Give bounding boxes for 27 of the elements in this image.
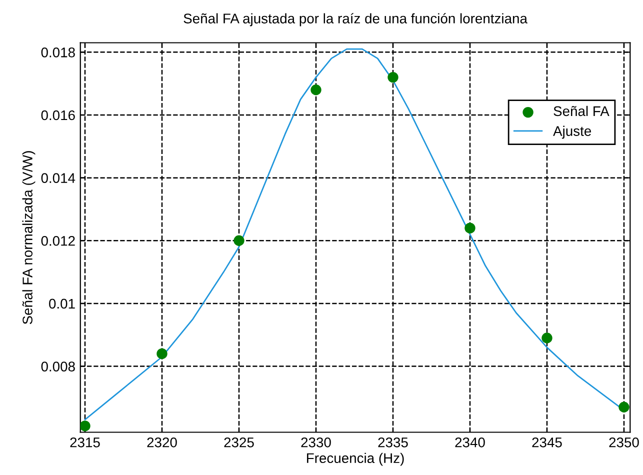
point [464, 222, 476, 234]
y-tick-label: 0.008 [41, 362, 75, 372]
x-tick-label: 2340 [455, 437, 485, 448]
x-tick-label: 2325 [224, 437, 254, 448]
legend-label: Ajuste [553, 126, 592, 139]
point [234, 235, 244, 246]
legend-label: Señal FA [554, 106, 610, 116]
point [156, 348, 168, 360]
y-axis-title: Señal FA normalizada (V/W) [22, 151, 36, 324]
x-tick-label: 2330 [301, 437, 331, 448]
x-tick-label: 2345 [532, 437, 562, 448]
x-tick-label: 2335 [378, 437, 408, 448]
x-tick-label: 2315 [70, 437, 100, 448]
y-tick-label: 0.018 [41, 48, 75, 58]
y-tick-label: 0.012 [41, 236, 75, 246]
point [310, 84, 322, 96]
point [388, 72, 398, 83]
x-tick-label: 2320 [147, 437, 177, 448]
x-axis-title: Frecuencia (Hz) [307, 452, 404, 466]
point [618, 402, 630, 412]
point [542, 332, 552, 344]
y-tick-label: 0.014 [41, 173, 76, 183]
point [80, 420, 90, 432]
y-tick-label: 0.01 [49, 298, 75, 309]
chart-title: Señal FA ajustada por la raíz de una función lorentziana [184, 13, 528, 26]
x-tick-label: 2350 [609, 437, 639, 448]
y-tick-label: 0.016 [41, 110, 75, 120]
